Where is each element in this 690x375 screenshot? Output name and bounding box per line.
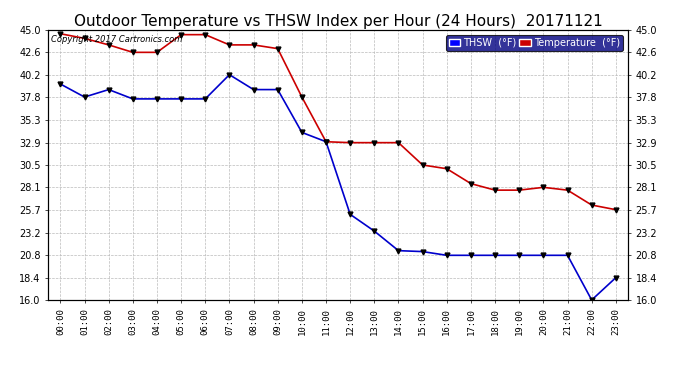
Text: Copyright 2017 Cartronics.com: Copyright 2017 Cartronics.com bbox=[51, 35, 183, 44]
Title: Outdoor Temperature vs THSW Index per Hour (24 Hours)  20171121: Outdoor Temperature vs THSW Index per Ho… bbox=[74, 14, 602, 29]
Legend: THSW  (°F), Temperature  (°F): THSW (°F), Temperature (°F) bbox=[446, 35, 623, 51]
